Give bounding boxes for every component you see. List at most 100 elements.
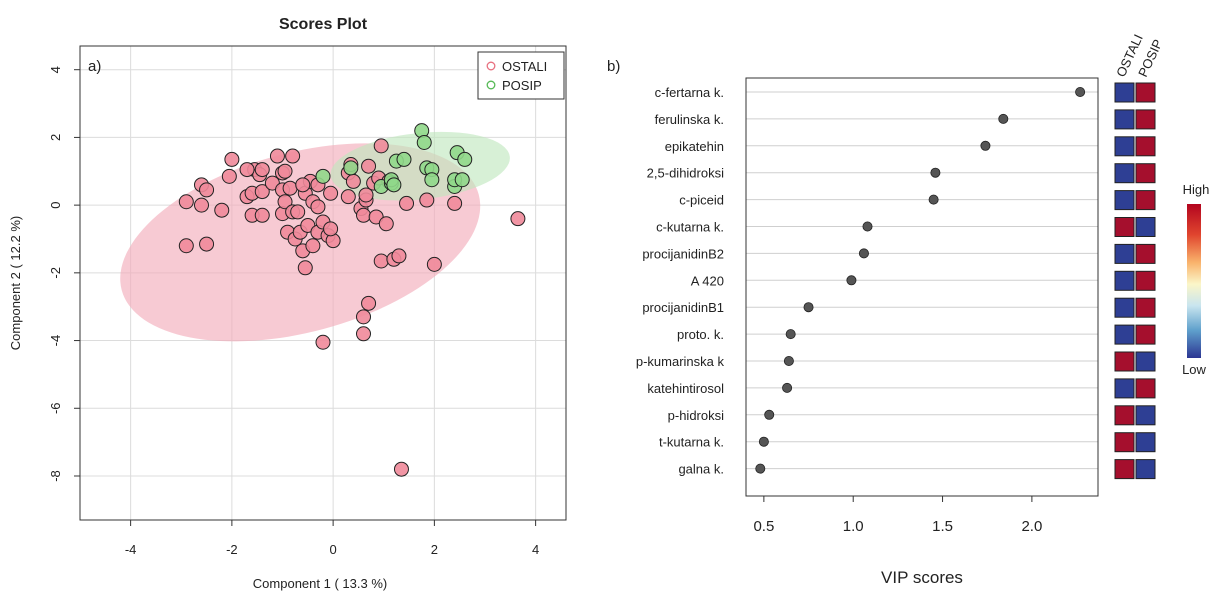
- colorbar: [1187, 204, 1201, 358]
- panel-a-label: a): [88, 58, 101, 75]
- score-point-ostali: [345, 173, 361, 189]
- colorbar-high-label: High: [1183, 182, 1210, 197]
- score-point-ostali: [391, 248, 407, 264]
- score-point-posip: [386, 177, 402, 193]
- score-point-ostali: [323, 185, 339, 201]
- heat-cell-posip: [1135, 405, 1156, 426]
- heat-cell-posip: [1135, 243, 1156, 264]
- panel-b-plot-frame: [745, 77, 1099, 497]
- colorbar-low-label: Low: [1182, 362, 1206, 377]
- category-label: A 420: [691, 273, 724, 288]
- score-point-ostali: [358, 187, 374, 203]
- heat-cell-ostali: [1114, 136, 1135, 157]
- legend-box: [477, 51, 565, 100]
- panel-a-y-axis-label: Component 2 ( 12.2 %): [8, 216, 23, 350]
- panel-b-x-ticks: 0.5 1.0 1.5 2.0: [753, 496, 1042, 535]
- category-label: 2,5-dihidroksi: [647, 166, 724, 181]
- vip-dot: [858, 248, 869, 259]
- score-point-ostali: [426, 256, 442, 272]
- score-point-ostali: [199, 182, 215, 198]
- panel-a-y-ticks: -8 -6 -4 -2 0 2 4: [48, 66, 80, 482]
- vip-dot: [862, 221, 873, 232]
- score-point-ostali: [194, 197, 209, 213]
- x-tick-label: -4: [125, 542, 137, 557]
- y-tick-label: 4: [48, 66, 63, 73]
- score-point-ostali: [356, 309, 371, 325]
- vip-dot: [803, 302, 814, 313]
- score-point-ostali: [378, 216, 394, 232]
- vip-dot: [783, 355, 794, 366]
- x-tick-label: 2: [431, 542, 438, 557]
- score-point-ostali: [214, 202, 230, 218]
- vip-dot: [846, 275, 857, 286]
- y-tick-label: -4: [48, 335, 63, 347]
- panel-b-row-lines: [746, 91, 1098, 470]
- heat-cell-posip: [1135, 270, 1156, 291]
- heat-cell-posip: [1135, 324, 1156, 345]
- category-label: p-hidroksi: [668, 408, 724, 423]
- vip-dot: [930, 167, 941, 178]
- score-point-posip: [396, 151, 412, 167]
- score-point-ostali: [305, 238, 321, 254]
- vip-dot: [928, 194, 939, 205]
- score-point-ostali: [310, 199, 326, 215]
- heat-cell-ostali: [1114, 378, 1135, 399]
- x-tick-label: 2.0: [1021, 518, 1042, 535]
- x-tick-label: 1.0: [843, 518, 864, 535]
- score-point-ostali: [178, 238, 194, 254]
- category-label: katehintirosol: [647, 381, 724, 396]
- panel-a-plot-frame: [79, 45, 567, 521]
- score-point-ostali: [340, 189, 356, 205]
- heat-cell-ostali: [1114, 163, 1135, 184]
- legend-posip-marker: [486, 80, 496, 90]
- score-point-ostali: [282, 180, 298, 196]
- vip-dot: [758, 436, 769, 447]
- score-point-posip: [315, 168, 331, 184]
- x-tick-label: 4: [532, 542, 539, 557]
- score-point-ostali: [373, 138, 389, 154]
- heat-cell-ostali: [1114, 324, 1135, 345]
- score-point-ostali: [277, 163, 293, 179]
- x-tick-label: 0.5: [753, 518, 774, 535]
- category-label: p-kumarinska k: [636, 354, 725, 369]
- panel-b-x-axis-label: VIP scores: [881, 568, 963, 587]
- category-label: proto. k.: [677, 327, 724, 342]
- score-point-posip: [457, 151, 473, 167]
- score-point-ostali: [356, 207, 371, 223]
- category-label: ferulinska k.: [655, 112, 724, 127]
- heat-cell-posip: [1135, 432, 1156, 453]
- score-point-ostali: [419, 192, 435, 208]
- score-point-ostali: [277, 194, 293, 210]
- score-point-ostali: [297, 260, 313, 276]
- score-point-ostali: [361, 295, 377, 311]
- score-point-ostali: [239, 162, 255, 178]
- score-point-posip: [454, 172, 470, 188]
- score-point-posip: [343, 160, 359, 176]
- category-label: t-kutarna k.: [659, 435, 724, 450]
- heat-cell-ostali: [1114, 405, 1135, 426]
- heat-cell-posip: [1135, 136, 1156, 157]
- heat-cell-ostali: [1114, 270, 1135, 291]
- heat-cell-ostali: [1114, 82, 1135, 103]
- vip-dot: [998, 113, 1009, 124]
- score-point-ostali: [254, 207, 270, 223]
- heat-cell-posip: [1135, 217, 1156, 237]
- panel-a-x-ticks: -4 -2 0 2 4: [125, 520, 539, 557]
- y-tick-label: -8: [48, 470, 63, 482]
- y-tick-label: 2: [48, 134, 63, 141]
- score-point-ostali: [295, 177, 311, 193]
- category-label: c-fertarna k.: [655, 85, 724, 100]
- score-point-posip: [424, 172, 440, 188]
- vip-dot: [782, 382, 793, 393]
- score-point-ostali: [373, 253, 389, 269]
- legend-ostali-label: OSTALI: [502, 59, 547, 74]
- panel-a-x-axis-label: Component 1 ( 13.3 %): [253, 576, 387, 591]
- x-tick-label: -2: [226, 542, 238, 557]
- panel-b-category-labels: c-fertarna k. ferulinska k. epikatehin 2,5-…: [636, 85, 725, 477]
- category-label: procijanidinB1: [642, 300, 724, 315]
- category-label: c-kutarna k.: [656, 220, 724, 235]
- score-point-ostali: [221, 168, 237, 184]
- legend-ostali-marker: [486, 61, 496, 71]
- vip-dot: [1075, 87, 1086, 98]
